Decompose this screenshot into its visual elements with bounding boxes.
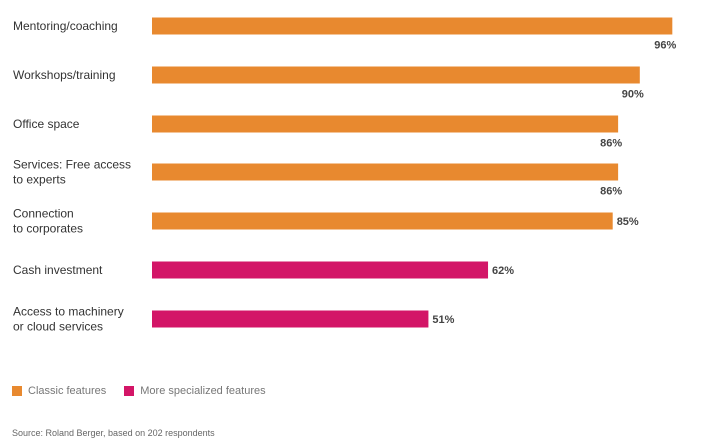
legend-label-specialized: More specialized features — [140, 385, 266, 397]
category-label: Access to machinery — [13, 305, 124, 319]
category-label: or cloud services — [13, 320, 103, 334]
value-label: 51% — [432, 314, 454, 326]
legend-item-classic: Classic features — [12, 385, 106, 397]
bar-classic — [152, 115, 619, 133]
category-label: Mentoring/coaching — [13, 19, 118, 33]
value-label: 96% — [654, 40, 676, 52]
bar-specialized — [152, 310, 429, 328]
bar-specialized — [152, 261, 489, 279]
legend-swatch-specialized — [124, 386, 135, 396]
value-label: 62% — [492, 265, 514, 277]
value-label: 86% — [600, 138, 622, 150]
value-label: 85% — [617, 216, 639, 228]
category-label: to corporates — [13, 222, 83, 236]
legend-label-classic: Classic features — [28, 385, 107, 397]
legend-item-specialized: More specialized features — [124, 385, 266, 397]
category-label: to experts — [13, 173, 66, 187]
bar-classic — [152, 66, 640, 84]
bar-classic — [152, 163, 619, 181]
value-label: 86% — [600, 186, 622, 198]
value-label: 90% — [622, 89, 644, 101]
category-label: Workshops/training — [13, 68, 116, 82]
bar-classic — [152, 17, 673, 35]
category-label: Connection — [13, 207, 74, 221]
category-label: Office space — [13, 117, 80, 131]
bar-chart: Mentoring/coaching 96% Workshops/training 9… — [13, 17, 677, 334]
bar-classic — [152, 212, 613, 230]
legend-swatch-classic — [12, 386, 22, 396]
category-label: Cash investment — [13, 263, 103, 277]
source-note: Source: Roland Berger, based on 202 resp… — [12, 428, 215, 438]
chart-legend: Classic features More specialized featur… — [12, 385, 284, 397]
category-label: Services: Free access — [13, 158, 131, 172]
